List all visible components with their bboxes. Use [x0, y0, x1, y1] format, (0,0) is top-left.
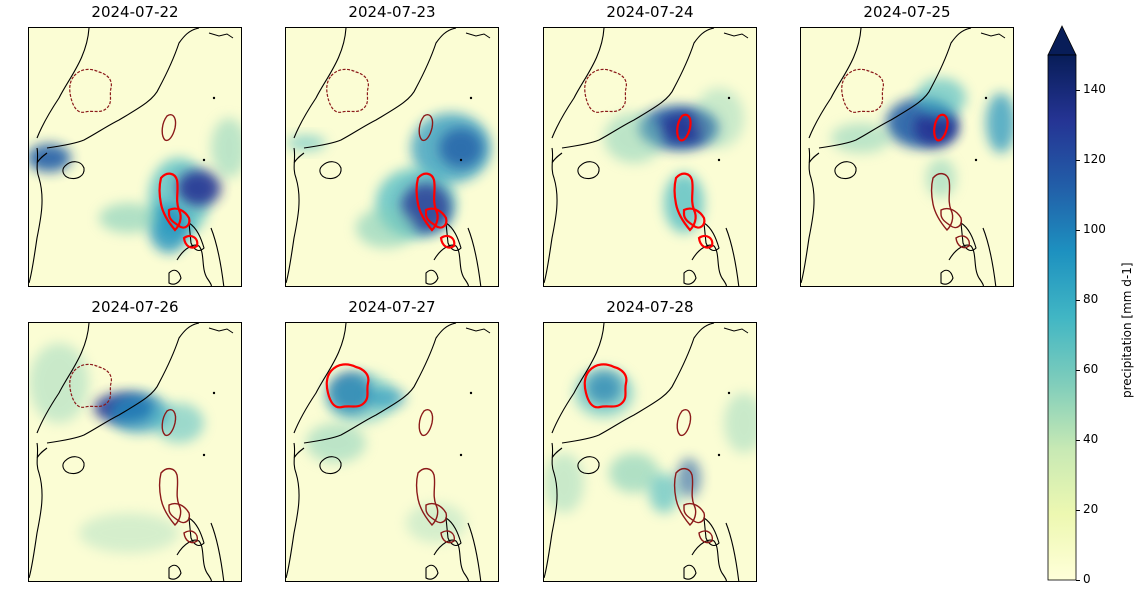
philippines-coast: [168, 221, 225, 286]
hainan-coast: [834, 161, 857, 180]
taiwan-region: [418, 114, 434, 142]
luzon-region: [930, 173, 954, 232]
colorbar-tick: [1076, 370, 1080, 371]
colorbar-tick: [1076, 580, 1080, 581]
inland-region: [326, 68, 369, 113]
visayas-region: [424, 207, 456, 249]
luzon-region: [415, 172, 439, 232]
hainan-coast: [62, 456, 85, 475]
inland-region: [69, 363, 112, 408]
visayas-region: [168, 502, 198, 544]
panel-title: 2024-07-24: [606, 3, 694, 21]
luzon-region: [673, 468, 697, 527]
philippines-coast: [940, 221, 997, 286]
panel-title: 2024-07-25: [863, 3, 951, 21]
map-panel: [285, 322, 499, 582]
colorbar-tick: [1076, 440, 1080, 441]
inland-region: [841, 68, 884, 113]
map-panel: [543, 27, 757, 287]
visayas-region: [167, 207, 199, 249]
precipitation-field: [306, 373, 466, 543]
colorbar-tick: [1076, 90, 1080, 91]
coastline: [29, 28, 200, 284]
panel-title: 2024-07-27: [348, 298, 436, 316]
taiwan-region: [418, 409, 434, 437]
coastline: [286, 323, 457, 579]
colorbar-tick-label: 140: [1083, 82, 1106, 96]
colorbar-label: precipitation [mm d-1]: [1120, 262, 1134, 398]
colorbar-tick: [1076, 230, 1080, 231]
panel-title: 2024-07-22: [91, 3, 179, 21]
colorbar-tick-label: 20: [1083, 502, 1099, 516]
inland-region: [584, 68, 627, 113]
precipitation-field: [29, 118, 241, 253]
hainan-coast: [62, 161, 85, 180]
colorbar-tick: [1076, 160, 1080, 161]
panel-title: 2024-07-23: [348, 3, 436, 21]
panel-title: 2024-07-26: [91, 298, 179, 316]
hainan-coast: [577, 456, 600, 475]
colorbar-tick: [1076, 510, 1080, 511]
taiwan-region: [676, 113, 692, 142]
philippines-coast: [683, 516, 740, 581]
visayas-region: [425, 502, 455, 544]
luzon-region: [158, 172, 182, 232]
inland-region: [325, 363, 370, 409]
colorbar-gradient: [1047, 54, 1077, 581]
coastline: [544, 28, 715, 284]
luzon-region: [673, 172, 697, 232]
taiwan-region: [676, 409, 692, 437]
visayas-region: [940, 207, 970, 249]
map-panel: [543, 322, 757, 582]
map-panel: [800, 27, 1014, 287]
colorbar-tick-label: 100: [1083, 222, 1106, 236]
philippines-coast: [425, 516, 482, 581]
colorbar-extend-arrow: [1047, 25, 1077, 56]
colorbar-tick-label: 120: [1083, 152, 1106, 166]
taiwan-region: [933, 113, 949, 142]
colorbar-tick-label: 0: [1083, 572, 1091, 586]
hainan-coast: [577, 161, 600, 180]
philippines-coast: [168, 516, 225, 581]
philippines-coast: [683, 221, 740, 286]
taiwan-region: [161, 114, 177, 142]
coastline: [544, 323, 715, 579]
map-panel: [28, 322, 242, 582]
map-panel: [28, 27, 242, 287]
hainan-coast: [319, 456, 342, 475]
hainan-coast: [319, 161, 342, 180]
colorbar-tick: [1076, 300, 1080, 301]
coastline: [286, 28, 457, 284]
colorbar-tick-label: 40: [1083, 432, 1099, 446]
visayas-region: [683, 502, 713, 544]
visayas-region: [682, 207, 714, 249]
philippines-coast: [425, 221, 482, 286]
inland-region: [583, 363, 628, 409]
colorbar-tick-label: 60: [1083, 362, 1099, 376]
inland-region: [69, 68, 112, 113]
colorbar-tick-label: 80: [1083, 292, 1099, 306]
precipitation-field: [831, 78, 1013, 198]
taiwan-region: [161, 409, 177, 437]
coastline: [801, 28, 972, 284]
precipitation-field: [29, 343, 204, 553]
coastline: [29, 323, 200, 579]
panel-title: 2024-07-28: [606, 298, 694, 316]
luzon-region: [158, 468, 182, 527]
luzon-region: [415, 468, 439, 527]
colorbar: [1047, 25, 1079, 586]
map-panel: [285, 27, 499, 287]
precipitation-field: [604, 88, 744, 233]
